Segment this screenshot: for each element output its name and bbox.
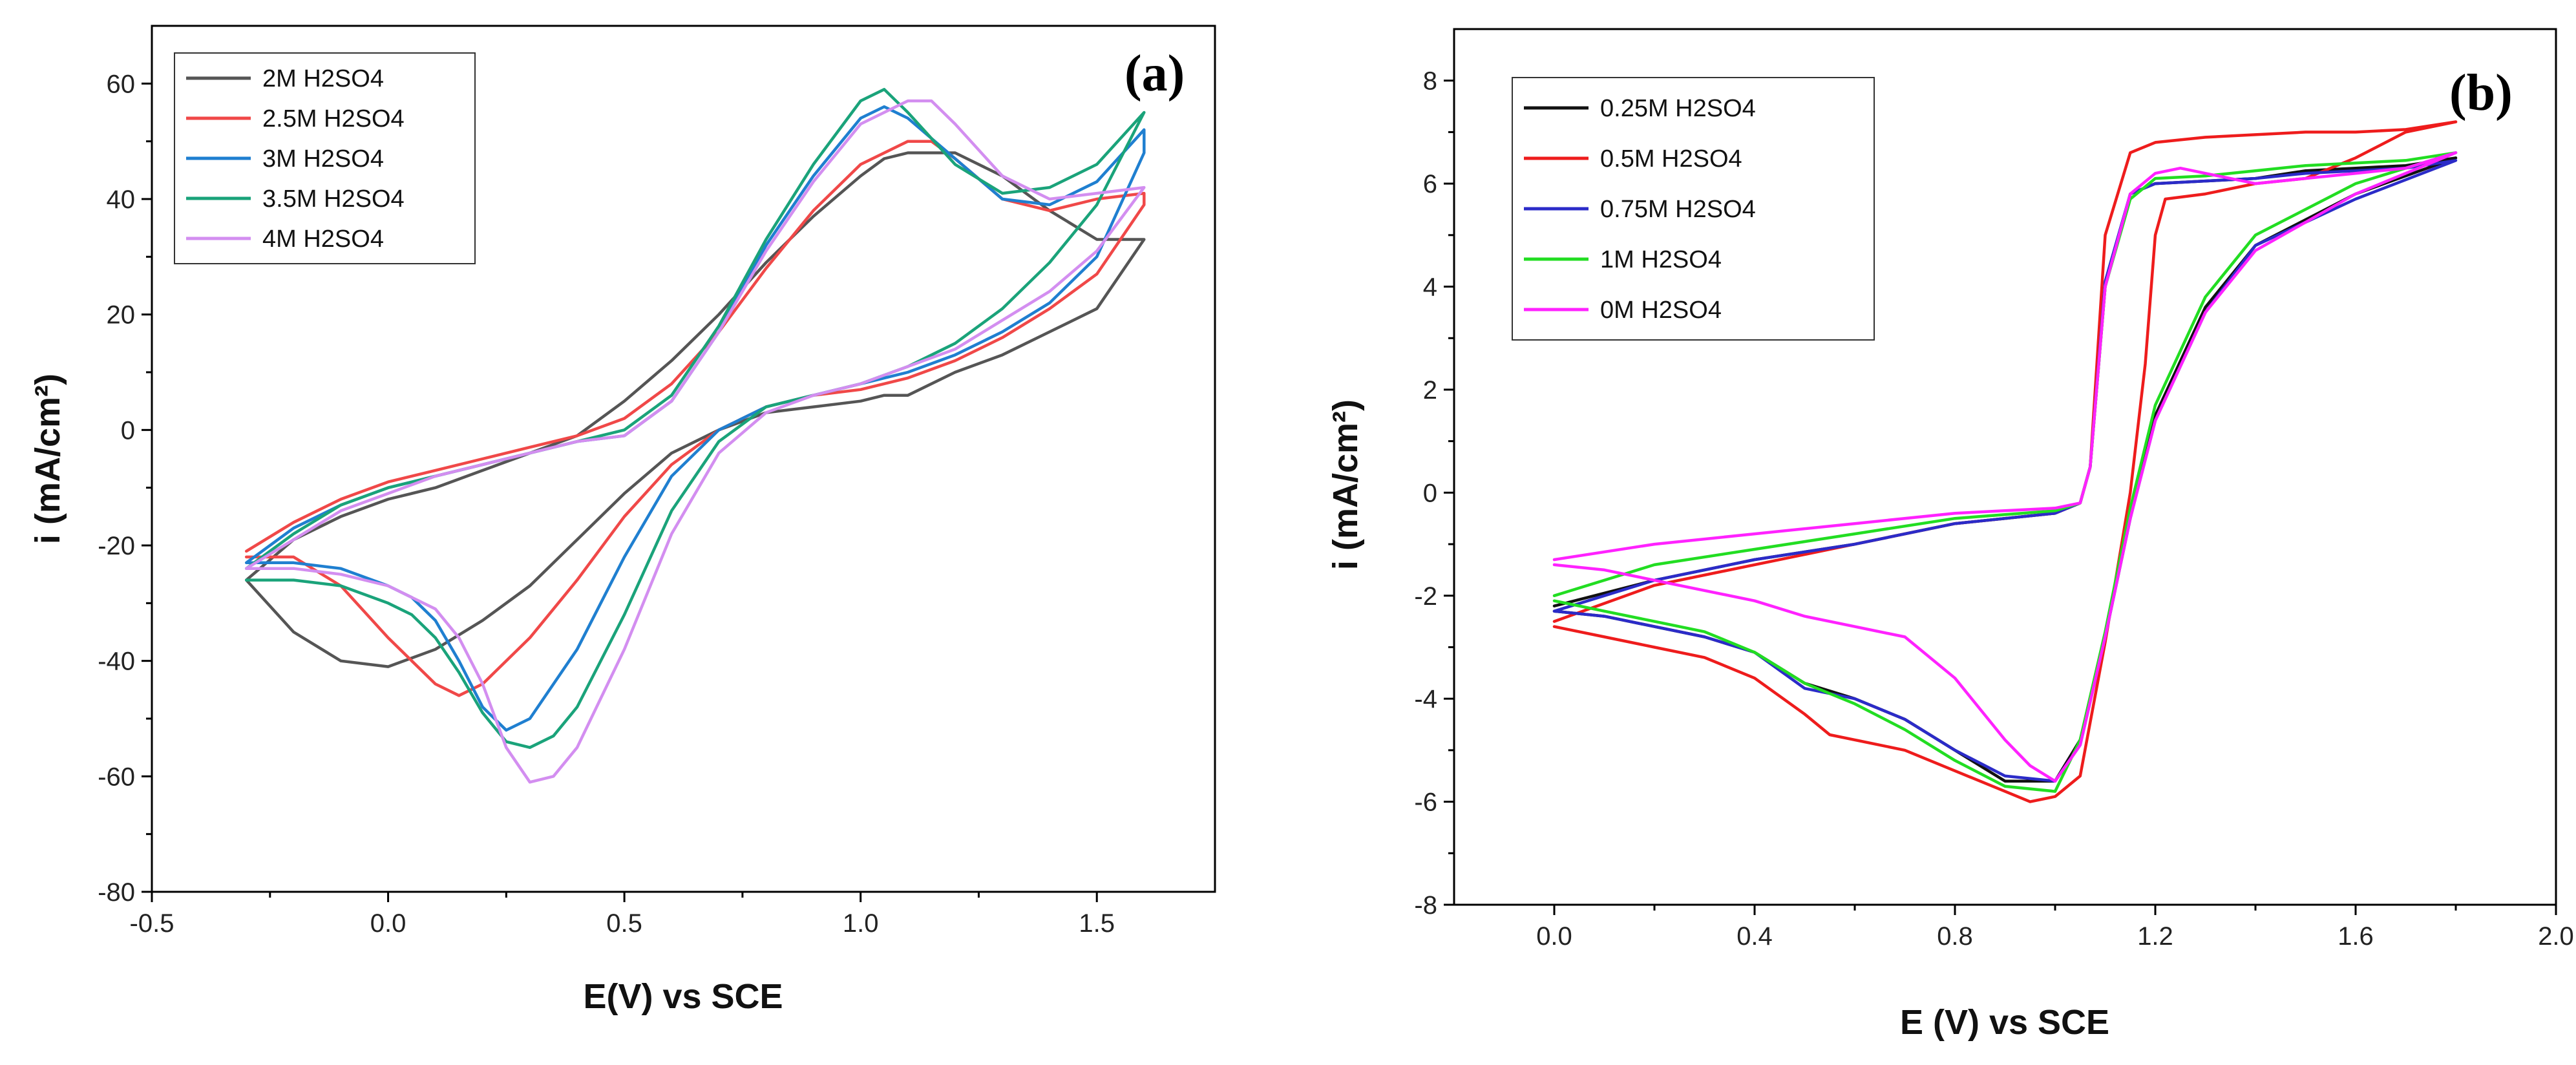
panel-b-legend: 0.25M H2SO4 0.5M H2SO4 0.75M H2SO4 1M H2SO4… bbox=[1512, 77, 1875, 341]
panel-b-legend-entry-2: 0.75M H2SO4 bbox=[1600, 196, 1756, 223]
panel-a-x-axis-title: E(V) vs SCE bbox=[583, 977, 783, 1016]
panel-b-y-tick-label: -8 bbox=[1414, 891, 1437, 920]
panel-b-y-tick-label: -6 bbox=[1414, 788, 1437, 817]
panel-b-y-tick-label: 0 bbox=[1423, 479, 1437, 507]
panel-a-x-tick-label: 1.5 bbox=[1079, 909, 1115, 938]
panel-a-y-tick-label: -80 bbox=[98, 878, 135, 907]
panel-b-legend-entry-3: 1M H2SO4 bbox=[1600, 246, 1722, 273]
panel-b-x-tick-label: 0.0 bbox=[1536, 922, 1572, 951]
panel-b-x-tick-label: 0.4 bbox=[1737, 922, 1773, 951]
panel-a-x-tick-label: 0.0 bbox=[370, 909, 406, 938]
panel-a-legend-entry-2: 3M H2SO4 bbox=[262, 145, 384, 173]
panel-b-plot-frame bbox=[1453, 28, 2557, 906]
panel-a-x-tick-label: -0.5 bbox=[130, 909, 174, 938]
panel-a-y-tick-label: -40 bbox=[98, 648, 135, 676]
panel-b-y-tick-label: 2 bbox=[1423, 376, 1437, 405]
panel-a-legend-entry-4: 4M H2SO4 bbox=[262, 226, 384, 253]
panel-b-y-axis-title: i (mA/cm²) bbox=[1326, 399, 1365, 570]
panel-b-x-tick-label: 0.8 bbox=[1937, 922, 1973, 951]
panel-b-legend-entry-4: 0M H2SO4 bbox=[1600, 297, 1722, 324]
panel-a-plot-frame bbox=[151, 25, 1216, 893]
panel-b-y-tick-label: -4 bbox=[1414, 685, 1437, 713]
panel-a-legend-entry-1: 2.5M H2SO4 bbox=[262, 105, 405, 132]
panel-a-series-4-line bbox=[244, 99, 1146, 784]
panel-a-x-tick-label: 1.0 bbox=[843, 909, 879, 938]
panel-b-ticks: 0.0 0.4 0.8 1.2 1.6 2.0 -8 -6 -4 -2 0 2 4 6 8 bbox=[1414, 67, 2573, 951]
panel-a-legend: 2M H2SO4 2.5M H2SO4 3M H2SO4 3.5M H2SO4 4M H… bbox=[174, 52, 476, 264]
panel-a-legend-entry-0: 2M H2SO4 bbox=[262, 65, 384, 92]
panel-b-legend-entry-0: 0.25M H2SO4 bbox=[1600, 95, 1756, 122]
panel-b-legend-entry-1: 0.5M H2SO4 bbox=[1600, 145, 1742, 173]
panel-b-y-tick-label: 8 bbox=[1423, 67, 1437, 96]
panel-b-y-tick-label: -2 bbox=[1414, 582, 1437, 611]
panel-b-y-tick-label: 4 bbox=[1423, 273, 1437, 302]
panel-a-legend-entry-3: 3.5M H2SO4 bbox=[262, 185, 405, 213]
panel-b-series-4-line bbox=[1552, 151, 2458, 783]
panel-b-curves bbox=[1552, 120, 2458, 803]
panel-b-x-axis-title: E (V) vs SCE bbox=[1900, 1003, 2109, 1042]
panel-a: -0.5 0.0 0.5 1.0 1.5 -80 -60 -40 -20 0 20 40 60 2M H… bbox=[28, 25, 1216, 1016]
panel-a-y-tick-label: -20 bbox=[98, 532, 135, 560]
panel-a-ticks: -0.5 0.0 0.5 1.0 1.5 -80 -60 -40 -20 0 20 40 60 bbox=[98, 70, 1115, 938]
panel-b-x-tick-label: 1.6 bbox=[2338, 922, 2374, 951]
panel-a-y-tick-label: 60 bbox=[107, 70, 136, 98]
panel-a-y-axis-title: i (mA/cm²) bbox=[28, 374, 67, 544]
panel-b-x-tick-label: 2.0 bbox=[2538, 922, 2574, 951]
panel-b-x-tick-label: 1.2 bbox=[2137, 922, 2173, 951]
panel-a-y-tick-label: -60 bbox=[98, 763, 135, 791]
panel-b-label: (b) bbox=[2449, 65, 2513, 121]
panel-a-y-tick-label: 40 bbox=[107, 185, 136, 214]
panel-a-series-0-line bbox=[244, 151, 1146, 668]
panel-a-y-tick-label: 0 bbox=[121, 416, 135, 445]
panel-a-label: (a) bbox=[1124, 45, 1185, 102]
panel-a-series-1-line bbox=[244, 140, 1146, 697]
panel-a-y-tick-label: 20 bbox=[107, 301, 136, 330]
panel-b: 0.0 0.4 0.8 1.2 1.6 2.0 -8 -6 -4 -2 0 2 4 6 8 0.25M H2… bbox=[1326, 28, 2574, 1042]
panel-a-curves bbox=[244, 88, 1146, 784]
panel-b-y-tick-label: 6 bbox=[1423, 170, 1437, 198]
panel-a-x-tick-label: 0.5 bbox=[606, 909, 642, 938]
